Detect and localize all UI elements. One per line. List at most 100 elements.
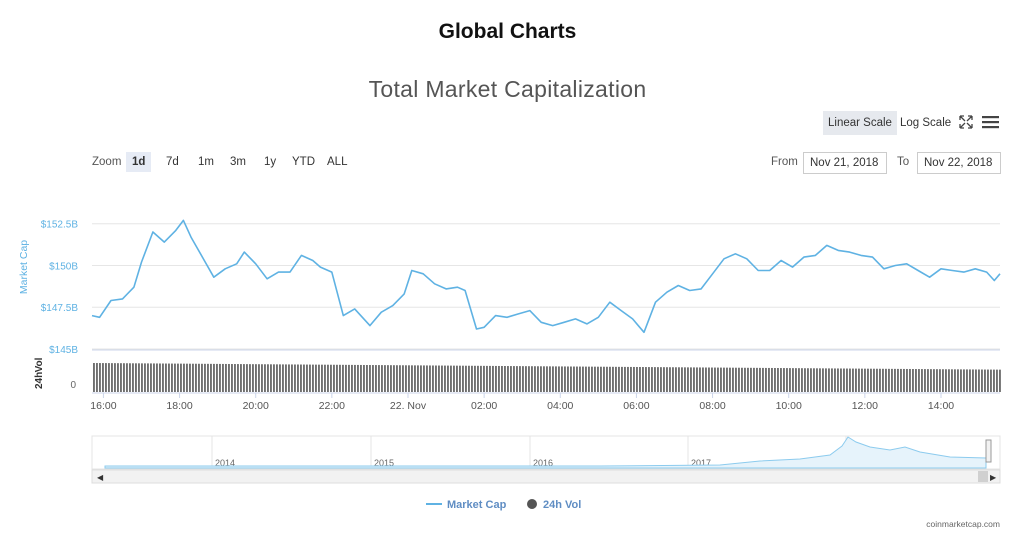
volume-bar bbox=[999, 369, 1001, 392]
volume-bar bbox=[519, 366, 521, 392]
zoom-1d-button[interactable]: 1d bbox=[126, 152, 152, 172]
linear-scale-button[interactable]: Linear Scale bbox=[823, 111, 897, 135]
volume-bar bbox=[408, 365, 410, 392]
scroll-right-icon[interactable]: ▶ bbox=[990, 473, 997, 482]
legend-volume-symbol[interactable] bbox=[527, 499, 537, 509]
volume-bar bbox=[453, 365, 455, 392]
volume-bar bbox=[318, 364, 320, 392]
volume-bar bbox=[579, 366, 581, 392]
volume-bar bbox=[192, 363, 194, 392]
volume-bar bbox=[330, 364, 332, 392]
range-to-input[interactable]: Nov 22, 2018 bbox=[917, 152, 1001, 174]
zoom-all-button[interactable]: ALL bbox=[327, 156, 348, 168]
volume-bar bbox=[456, 365, 458, 392]
volume-bar bbox=[111, 363, 113, 392]
volume-bar bbox=[963, 369, 965, 392]
volume-bar bbox=[615, 366, 617, 392]
volume-bar bbox=[951, 369, 953, 392]
legend-volume-label[interactable]: 24h Vol bbox=[543, 499, 581, 511]
volume-bar bbox=[507, 366, 509, 392]
volume-bar bbox=[402, 365, 404, 392]
navigator-series bbox=[104, 436, 987, 469]
zoom-1m-button[interactable]: 1m bbox=[198, 156, 214, 168]
volume-bar bbox=[585, 366, 587, 392]
volume-bar bbox=[387, 365, 389, 392]
volume-bar bbox=[690, 367, 692, 392]
volume-bar bbox=[723, 367, 725, 392]
volume-bar bbox=[534, 366, 536, 392]
y-axis-ticks: $145B $147.5B $150B $152.5B bbox=[41, 220, 79, 356]
volume-bar bbox=[348, 364, 350, 392]
volume-bar bbox=[747, 367, 749, 392]
volume-bar bbox=[726, 367, 728, 392]
volume-bar bbox=[606, 366, 608, 392]
zoom-3m-button[interactable]: 3m bbox=[230, 156, 246, 168]
volume-bar bbox=[528, 366, 530, 392]
volume-bar bbox=[630, 366, 632, 392]
volume-bar bbox=[228, 363, 230, 392]
volume-bar bbox=[594, 366, 596, 392]
navigator-year-label: 2016 bbox=[533, 458, 553, 468]
volume-bar bbox=[768, 367, 770, 392]
market-cap-series-line[interactable] bbox=[91, 219, 1001, 334]
volume-bar bbox=[144, 363, 146, 392]
legend-market-cap-label[interactable]: Market Cap bbox=[447, 499, 507, 511]
range-from-input[interactable]: Nov 21, 2018 bbox=[803, 152, 887, 174]
volume-bar bbox=[975, 369, 977, 392]
volume-bar bbox=[930, 369, 932, 392]
volume-bar bbox=[165, 363, 167, 392]
volume-bar bbox=[696, 367, 698, 392]
volume-bar bbox=[693, 367, 695, 392]
volume-bar bbox=[621, 366, 623, 392]
volume-bar bbox=[423, 365, 425, 392]
menu-icon[interactable] bbox=[982, 115, 999, 129]
volume-bar bbox=[903, 368, 905, 392]
volume-bar bbox=[834, 368, 836, 392]
volume-bar bbox=[108, 363, 110, 392]
zoom-ytd-button[interactable]: YTD bbox=[292, 156, 315, 168]
volume-bar bbox=[567, 366, 569, 392]
volume-bar bbox=[813, 368, 815, 392]
volume-bar bbox=[303, 364, 305, 392]
log-scale-button[interactable]: Log Scale bbox=[900, 117, 952, 129]
volume-bar bbox=[981, 369, 983, 392]
volume-bar bbox=[504, 366, 506, 392]
volume-bar bbox=[171, 363, 173, 392]
volume-bar bbox=[714, 367, 716, 392]
volume-bar bbox=[996, 369, 998, 392]
navigator-handle[interactable] bbox=[985, 439, 992, 463]
zoom-1y-button[interactable]: 1y bbox=[264, 156, 277, 168]
volume-bar bbox=[285, 364, 287, 392]
volume-bar bbox=[588, 366, 590, 392]
navigator-scrollbar[interactable] bbox=[91, 469, 1001, 484]
volume-bar bbox=[876, 368, 878, 392]
volume-bar bbox=[483, 365, 485, 392]
volume-bar bbox=[441, 365, 443, 392]
volume-bar bbox=[360, 364, 362, 392]
volume-bar bbox=[381, 365, 383, 392]
volume-bar bbox=[624, 366, 626, 392]
volume-bar bbox=[366, 365, 368, 392]
x-tick-label: 20:00 bbox=[243, 400, 269, 412]
volume-bar bbox=[300, 364, 302, 392]
volume-bar bbox=[243, 364, 245, 392]
y-tick-label: $147.5B bbox=[41, 303, 79, 314]
fullscreen-icon[interactable] bbox=[958, 114, 974, 130]
x-tick-label: 08:00 bbox=[699, 400, 725, 412]
volume-bar bbox=[351, 364, 353, 392]
volume-bar bbox=[183, 363, 185, 392]
volume-bar bbox=[393, 365, 395, 392]
volume-bar bbox=[150, 363, 152, 392]
volume-bar bbox=[858, 368, 860, 392]
volume-bar bbox=[609, 366, 611, 392]
volume-bar bbox=[561, 366, 563, 392]
volume-bar bbox=[783, 368, 785, 392]
volume-bar bbox=[231, 364, 233, 392]
volume-bar bbox=[306, 364, 308, 392]
zoom-7d-button[interactable]: 7d bbox=[166, 156, 179, 168]
scroll-left-icon[interactable]: ◀ bbox=[97, 473, 104, 482]
volume-bar bbox=[510, 366, 512, 392]
scrollbar-thumb[interactable] bbox=[978, 471, 988, 482]
volume-bar bbox=[540, 366, 542, 392]
